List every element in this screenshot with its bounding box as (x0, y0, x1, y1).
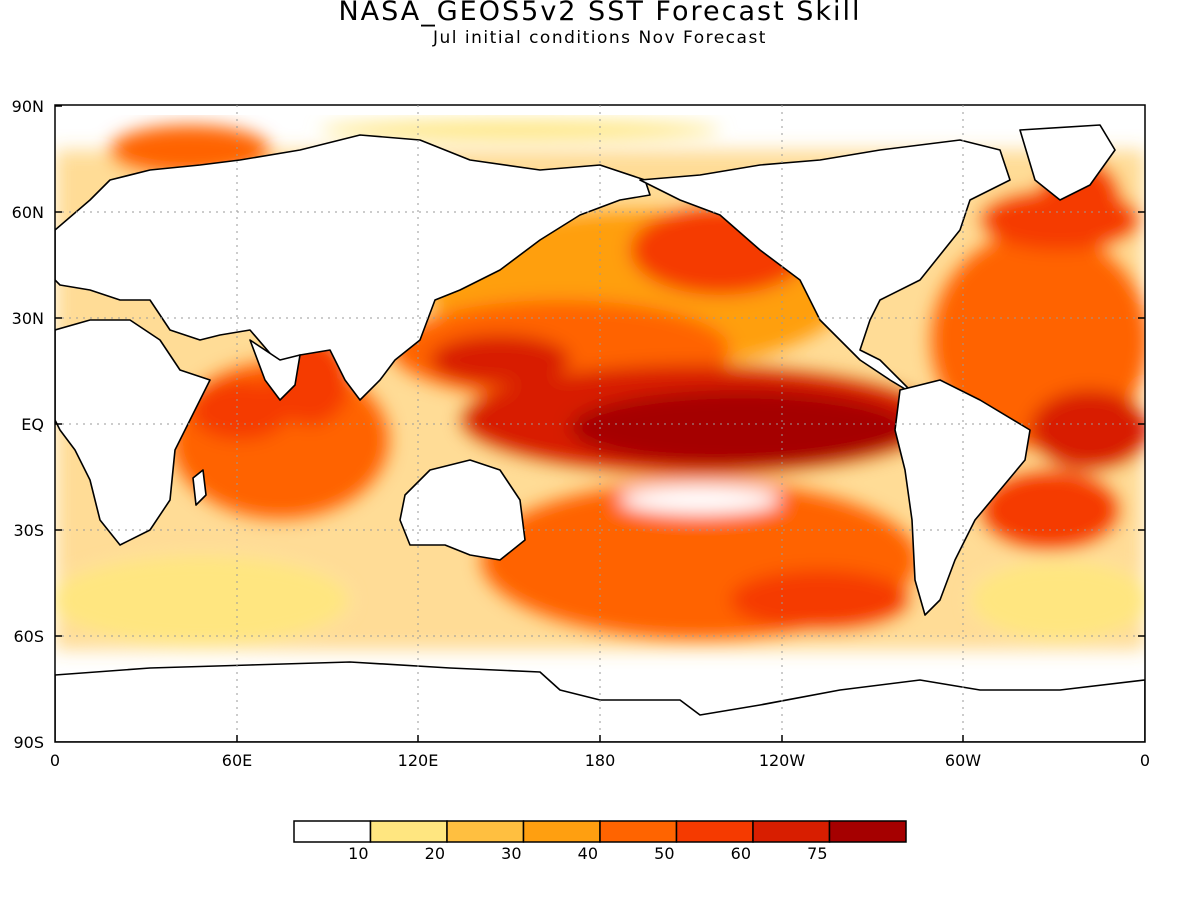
colorbar-swatch (752, 820, 831, 843)
colorbar-swatch (293, 820, 372, 843)
colorbar-label: 60 (731, 844, 751, 863)
lat-tick-label: 30N (12, 309, 44, 328)
lat-tick-label: 90S (13, 733, 44, 752)
colorbar-swatch (675, 820, 754, 843)
skill-field (55, 105, 1145, 742)
colorbar-label: 50 (654, 844, 674, 863)
lon-tick-label: 180 (585, 751, 616, 770)
lon-tick-label: 120W (759, 751, 806, 770)
lat-tick-label: 60N (12, 203, 44, 222)
colorbar-label: 10 (348, 844, 368, 863)
colorbar: 10 20 30 40 50 60 75 (293, 820, 907, 863)
map-subtitle: Jul initial conditions Nov Forecast (433, 28, 767, 48)
colorbar-swatch (369, 820, 448, 843)
colorbar-label: 20 (425, 844, 445, 863)
colorbar-swatch (446, 820, 525, 843)
lon-tick-label: 0 (1140, 751, 1150, 770)
colorbar-swatch (522, 820, 601, 843)
lat-tick-label: 30S (13, 521, 44, 540)
lat-tick-label: 60S (13, 627, 44, 646)
map-title: NASA_GEOS5v2 SST Forecast Skill (338, 0, 862, 27)
colorbar-swatch (828, 820, 907, 843)
colorbar-label: 40 (578, 844, 598, 863)
gridlines (55, 105, 1145, 742)
lat-tick-label: EQ (21, 415, 44, 434)
colorbar-label: 75 (807, 844, 827, 863)
colorbar-label: 30 (501, 844, 521, 863)
lon-tick-label: 120E (398, 751, 439, 770)
lat-tick-label: 90N (12, 97, 44, 116)
colorbar-swatch (599, 820, 678, 843)
lon-tick-label: 60W (945, 751, 981, 770)
lon-tick-label: 60E (222, 751, 252, 770)
lon-tick-label: 0 (50, 751, 60, 770)
